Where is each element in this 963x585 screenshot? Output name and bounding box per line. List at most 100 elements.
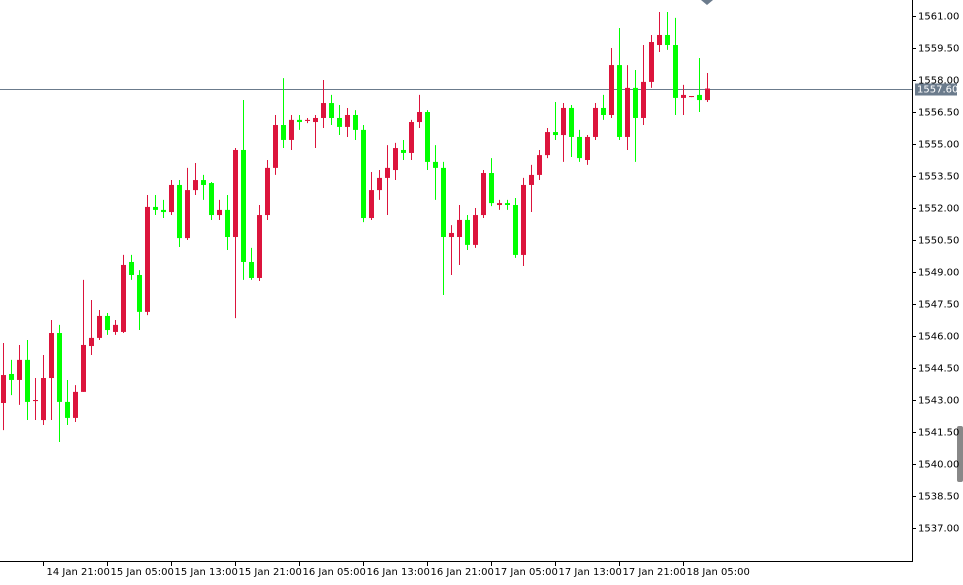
candle-body xyxy=(273,125,278,168)
candle-body xyxy=(225,209,230,238)
y-tick-label: 1541.50 xyxy=(918,428,959,439)
candle-body xyxy=(393,148,398,171)
candle-body xyxy=(289,119,294,140)
candle-body xyxy=(529,174,534,185)
candle-body xyxy=(233,149,238,238)
candle-body xyxy=(497,203,502,206)
candle-body xyxy=(441,167,446,238)
candle-body xyxy=(513,205,518,255)
candle-body xyxy=(281,125,286,140)
y-tick-label: 1553.50 xyxy=(918,172,959,183)
candle-body xyxy=(257,215,262,278)
candle-body xyxy=(265,167,270,216)
candle-body xyxy=(609,65,614,115)
y-tick-label: 1549.00 xyxy=(918,268,959,279)
candle-body xyxy=(169,184,174,213)
x-tick-label: 15 Jan 05:00 xyxy=(111,567,174,578)
candle-body xyxy=(201,180,206,185)
y-tick-label: 1546.00 xyxy=(918,332,959,343)
candle-body xyxy=(593,107,598,137)
candle-body xyxy=(489,173,494,204)
candle-body xyxy=(401,149,406,153)
candle-body xyxy=(521,184,526,255)
candle-body xyxy=(465,219,470,245)
y-tick-label: 1543.00 xyxy=(918,396,959,407)
candle-body xyxy=(433,161,438,168)
y-tick-label: 1547.50 xyxy=(918,300,959,311)
candle-body xyxy=(33,400,38,402)
candle-body xyxy=(81,344,86,392)
candle-body xyxy=(641,81,646,118)
candle-body xyxy=(305,119,310,121)
candle-body xyxy=(537,155,542,175)
candle-body xyxy=(553,132,558,136)
candle-body xyxy=(153,206,158,210)
candle-body xyxy=(625,87,630,137)
x-tick-label: 16 Jan 21:00 xyxy=(431,567,494,578)
x-tick-label: 16 Jan 13:00 xyxy=(367,567,430,578)
candle-body xyxy=(185,190,190,239)
candle-body xyxy=(217,209,222,216)
scroll-handle[interactable] xyxy=(957,426,963,482)
y-tick-label: 1561.00 xyxy=(918,12,959,23)
current-price-box xyxy=(915,83,957,96)
x-tick-label: 15 Jan 21:00 xyxy=(239,567,302,578)
candle-body xyxy=(369,190,374,219)
candle-body xyxy=(105,315,110,331)
candle-body xyxy=(697,94,702,101)
candle-body xyxy=(689,96,694,98)
candle-body xyxy=(361,129,366,219)
candle-body xyxy=(17,359,22,380)
candle-body xyxy=(473,215,478,245)
candle-body xyxy=(481,173,486,216)
candle-body xyxy=(129,261,134,275)
x-tick-label: 16 Jan 05:00 xyxy=(303,567,366,578)
candle-body xyxy=(409,122,414,153)
candle-body xyxy=(457,219,462,238)
candle-body xyxy=(681,94,686,98)
candle-body xyxy=(585,136,590,160)
x-tick-label: 17 Jan 21:00 xyxy=(623,567,686,578)
candle-body xyxy=(249,261,254,278)
candle-body xyxy=(321,103,326,118)
candle-body xyxy=(601,107,606,115)
y-tick-label: 1558.00 xyxy=(918,76,959,87)
y-tick-label: 1556.50 xyxy=(918,108,959,119)
x-tick-label: 14 Jan 21:00 xyxy=(47,567,110,578)
candle-body xyxy=(505,203,510,206)
x-tick-label: 17 Jan 13:00 xyxy=(559,567,622,578)
candle-body xyxy=(25,359,30,402)
candle-body xyxy=(161,209,166,213)
y-tick-label: 1552.00 xyxy=(918,204,959,215)
candle-body xyxy=(353,114,358,130)
candle-body xyxy=(113,324,118,332)
y-tick-label: 1537.00 xyxy=(918,524,959,535)
y-tick-label: 1555.00 xyxy=(918,140,959,151)
x-tick-label: 18 Jan 05:00 xyxy=(687,567,750,578)
candle-body xyxy=(417,112,422,123)
candle-body xyxy=(9,373,14,380)
candle-body xyxy=(137,274,142,312)
y-tick-label: 1540.00 xyxy=(918,460,959,471)
candle-body xyxy=(297,119,302,123)
candle-body xyxy=(57,333,62,402)
candle-body xyxy=(617,65,622,137)
candle-body xyxy=(385,167,390,178)
candle-body xyxy=(649,42,654,82)
current-price-label: 1557.60 xyxy=(917,85,958,96)
candle-body xyxy=(337,117,342,127)
x-tick-label: 15 Jan 13:00 xyxy=(175,567,238,578)
shift-marker xyxy=(701,0,713,5)
y-tick-label: 1559.50 xyxy=(918,44,959,55)
candle-body xyxy=(377,177,382,191)
candle-body xyxy=(241,149,246,262)
candle-body xyxy=(545,132,550,156)
candle-body xyxy=(49,333,54,379)
candle-body xyxy=(1,375,6,403)
candle-body xyxy=(449,232,454,238)
candle-body xyxy=(569,107,574,137)
candle-body xyxy=(97,315,102,338)
candle-body xyxy=(89,337,94,347)
